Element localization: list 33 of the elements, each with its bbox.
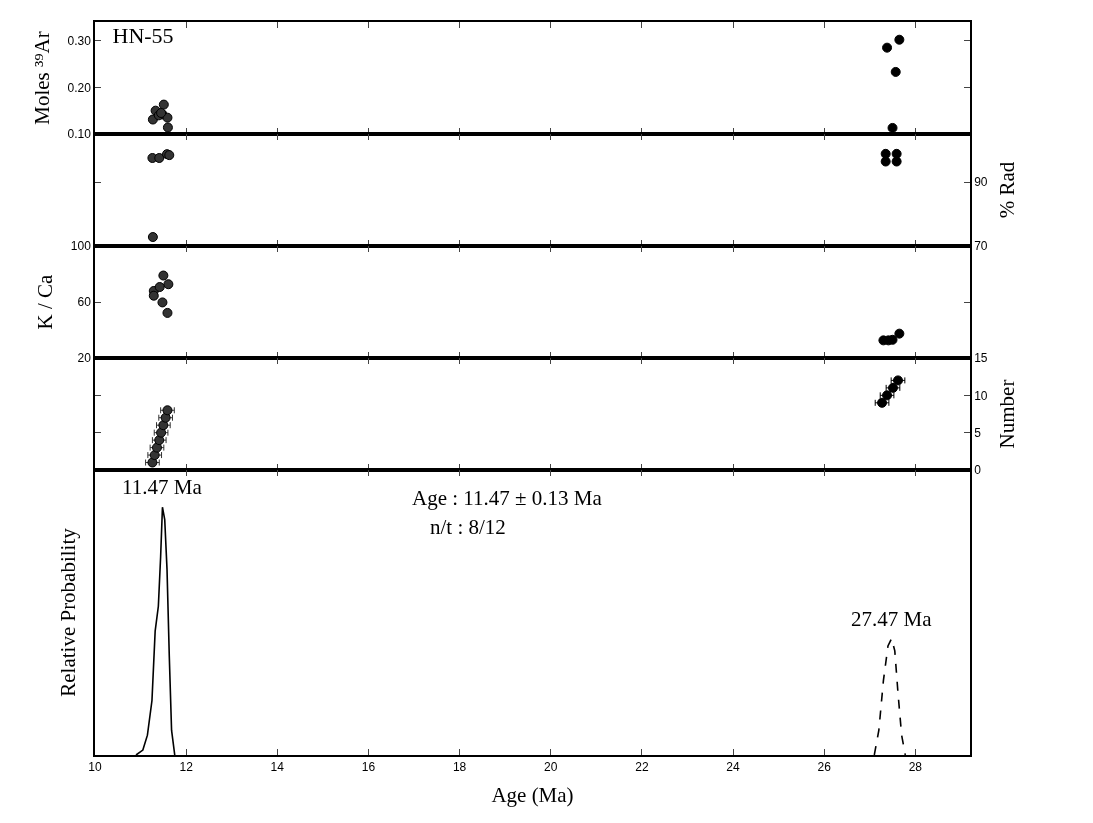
annotation: Age : 11.47 ± 0.13 Ma [412, 486, 603, 510]
x-tick-label: 12 [179, 760, 194, 775]
y-tick-label: 0.20 [67, 80, 92, 95]
y2-tick-label: 5 [974, 425, 982, 440]
x-tick-label: 16 [361, 760, 376, 775]
x-tick-label: 14 [270, 760, 285, 775]
y2-tick-label: 10 [974, 388, 988, 403]
x-tick-label: 20 [544, 760, 558, 775]
y-tick-label: 0.10 [67, 127, 92, 142]
y2-tick-label: 0 [974, 463, 982, 478]
y-tick-label: 60 [77, 295, 92, 310]
x-axis-title: Age (Ma) [491, 782, 574, 807]
y-tick-label: 100 [70, 239, 92, 254]
x-tick-label: 24 [726, 760, 741, 775]
y2-tick-label: 15 [974, 351, 988, 366]
annotation: 27.47 Ma [851, 607, 933, 631]
y-axis-title: Relative Probability [55, 527, 80, 697]
x-tick-label: 28 [908, 760, 923, 775]
y-tick-label: 0.30 [67, 33, 92, 48]
annotation: n/t : 8/12 [430, 515, 506, 539]
y-axis-title: K / Ca [33, 273, 58, 330]
x-tick-label: 10 [88, 760, 102, 775]
annotation: 11.47 Ma [122, 475, 203, 499]
chart-title: HN-55 [112, 23, 174, 48]
x-tick-label: 22 [635, 760, 649, 775]
y2-axis-title: % Rad [994, 161, 1019, 219]
y2-tick-label: 70 [974, 239, 988, 254]
x-tick-label: 18 [452, 760, 467, 775]
y-axis-title: Moles ³⁹Ar [30, 31, 55, 125]
y-tick-label: 20 [77, 351, 92, 366]
x-tick-label: 26 [817, 760, 832, 775]
y2-tick-label: 90 [974, 175, 988, 190]
y2-axis-title: Number [994, 379, 1019, 449]
